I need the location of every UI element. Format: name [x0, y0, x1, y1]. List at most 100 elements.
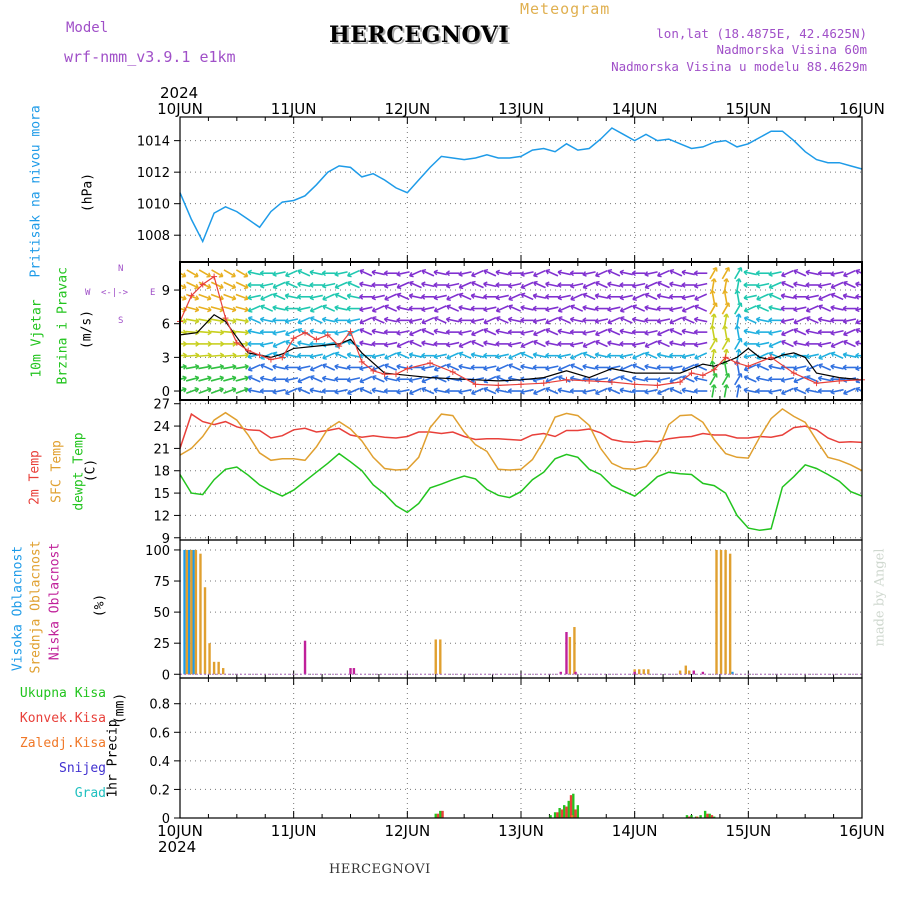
wind-arrow-head: [545, 306, 549, 311]
wind-arrow-head: [483, 306, 487, 311]
wind-arrow: [334, 365, 348, 370]
wind-arrow: [793, 328, 807, 336]
wind-arrow: [458, 271, 472, 276]
wind-arrow: [558, 305, 571, 312]
wind-arrow: [198, 281, 212, 289]
wind-arrow-head: [582, 304, 587, 308]
wind-arrow-head: [743, 282, 748, 286]
wind-arrow: [669, 341, 683, 347]
wind-arrow-head: [793, 269, 799, 272]
bar-cloud-2: [633, 671, 636, 675]
wind-arrow: [843, 340, 856, 348]
wind-arrow: [694, 341, 708, 347]
wind-arrow-head: [620, 375, 625, 378]
bar-cloud-2: [349, 668, 352, 675]
wind-arrow: [644, 293, 658, 301]
wind-arrow-head: [471, 339, 476, 342]
wind-arrow-head: [818, 316, 823, 320]
wind-arrow-head: [284, 352, 290, 355]
wind-arrow: [781, 269, 794, 277]
xtick-label-bottom: 13JUN: [498, 822, 544, 840]
wind-arrow-head: [570, 354, 574, 359]
wind-arrow: [669, 387, 683, 395]
wind-arrow-head: [433, 387, 438, 391]
wind-arrow: [793, 387, 807, 395]
wind-arrow: [235, 318, 249, 323]
wind-arrow: [607, 365, 621, 370]
wind-arrow: [180, 354, 187, 357]
wind-arrow-head: [359, 327, 365, 331]
wind-arrow-head: [582, 317, 587, 321]
wind-arrow: [855, 307, 862, 311]
ytick-label-cloud: 50: [153, 606, 170, 621]
wind-arrow: [709, 302, 718, 315]
bar-precip-0: [434, 813, 437, 818]
wind-arrow: [471, 294, 485, 299]
wind-arrow-head: [644, 271, 649, 276]
wind-arrow-head: [322, 316, 327, 320]
wind-arrow-head: [309, 387, 314, 391]
wind-arrow-head: [322, 304, 327, 307]
wind-arrow-head: [669, 327, 675, 331]
wind-arrow-head: [594, 364, 599, 369]
wind-arrow-head: [521, 351, 526, 354]
wind-arrow-head: [693, 282, 698, 287]
wind-arrow: [595, 269, 608, 277]
wind-arrow-head: [359, 281, 364, 285]
wind-arrow-head: [243, 287, 249, 290]
wind-arrow: [582, 365, 596, 370]
wind-arrow: [359, 365, 373, 370]
wind-arrow-head: [309, 328, 314, 332]
wind-arrow: [272, 340, 286, 348]
wind-arrow: [545, 316, 559, 324]
wind-arrow: [681, 353, 695, 358]
wind-arrow-head: [409, 339, 414, 342]
wind-arrow-head: [694, 316, 699, 320]
wind-arrow: [396, 281, 410, 289]
wind-arrow: [496, 305, 509, 312]
wind-arrow: [557, 294, 571, 299]
wind-arrow-head: [408, 352, 414, 355]
wind-arrow-head: [321, 282, 326, 287]
wind-arrow-head: [755, 388, 760, 392]
wind-arrow: [186, 388, 199, 394]
wind-arrow: [545, 328, 559, 336]
wind-arrow: [533, 353, 547, 358]
bar-precip-0: [562, 805, 566, 818]
wind-arrow: [557, 271, 571, 276]
wind-arrow: [768, 329, 782, 335]
wind-arrow: [806, 305, 819, 312]
bar-cloud-1: [719, 549, 723, 675]
wind-arrow: [409, 281, 422, 289]
wind-arrow-head: [309, 353, 314, 358]
wind-arrow: [768, 293, 782, 301]
xtick-label-top: 12JUN: [384, 100, 430, 118]
wind-arrow-head: [421, 281, 426, 285]
wind-arrow: [533, 269, 546, 277]
wind-arrow-head: [818, 304, 823, 307]
bar-cloud-1: [217, 661, 220, 675]
wind-arrow-head: [669, 269, 675, 272]
wind-arrow-head: [421, 319, 425, 324]
wind-arrow-head: [583, 351, 588, 354]
wind-arrow-head: [207, 309, 212, 313]
ytick-label-precip: 0.4: [149, 755, 170, 770]
wind-arrow-head: [545, 269, 551, 272]
xtick-label-top: 16JUN: [839, 100, 885, 118]
wind-arrow: [570, 352, 584, 360]
location-line: lon,lat (18.4875E, 42.4625N): [656, 26, 867, 41]
ytick-label-cloud: 0: [162, 668, 170, 683]
wind-arrow-head: [855, 340, 860, 344]
wind-arrow-head: [768, 317, 773, 321]
wind-arrow: [433, 388, 447, 394]
wind-arrow: [632, 293, 646, 301]
wind-arrow: [694, 352, 708, 360]
wind-arrow: [210, 281, 224, 289]
wind-arrow: [384, 352, 398, 360]
wind-arrow-head: [595, 339, 600, 342]
meteogram-subtitle: Meteogram: [520, 0, 611, 18]
wind-arrow: [508, 282, 522, 288]
wind-arrow-head: [533, 280, 538, 284]
wind-arrow: [421, 365, 435, 370]
wind-arrow-head: [669, 386, 675, 390]
